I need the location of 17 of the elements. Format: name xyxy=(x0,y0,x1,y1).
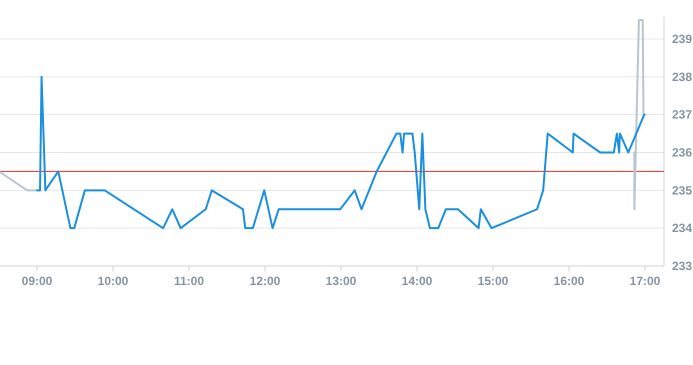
x-tick-label: 11:00 xyxy=(174,274,204,288)
line-series xyxy=(36,76,646,230)
x-tick-label: 15:00 xyxy=(478,274,509,288)
x-tick-label: 10:00 xyxy=(98,274,129,288)
y-tick-label: 235 xyxy=(672,183,692,198)
y-tick-label: 238 xyxy=(672,70,692,84)
y-tick-label: 239 xyxy=(672,32,692,46)
x-tick-label: 12:00 xyxy=(250,274,281,288)
x-tick-label: 14:00 xyxy=(402,274,433,288)
x-tick-label: 17:00 xyxy=(630,274,661,288)
x-tick-label: 09:00 xyxy=(22,274,53,288)
x-tick-label: 16:00 xyxy=(554,274,585,288)
y-tick-label: 234 xyxy=(672,221,692,236)
y-tick-label: 233 xyxy=(672,259,692,273)
y-tick-label: 236 xyxy=(672,146,692,160)
y-tick-label: 237 xyxy=(672,108,692,122)
x-tick-label: 13:00 xyxy=(326,274,357,288)
